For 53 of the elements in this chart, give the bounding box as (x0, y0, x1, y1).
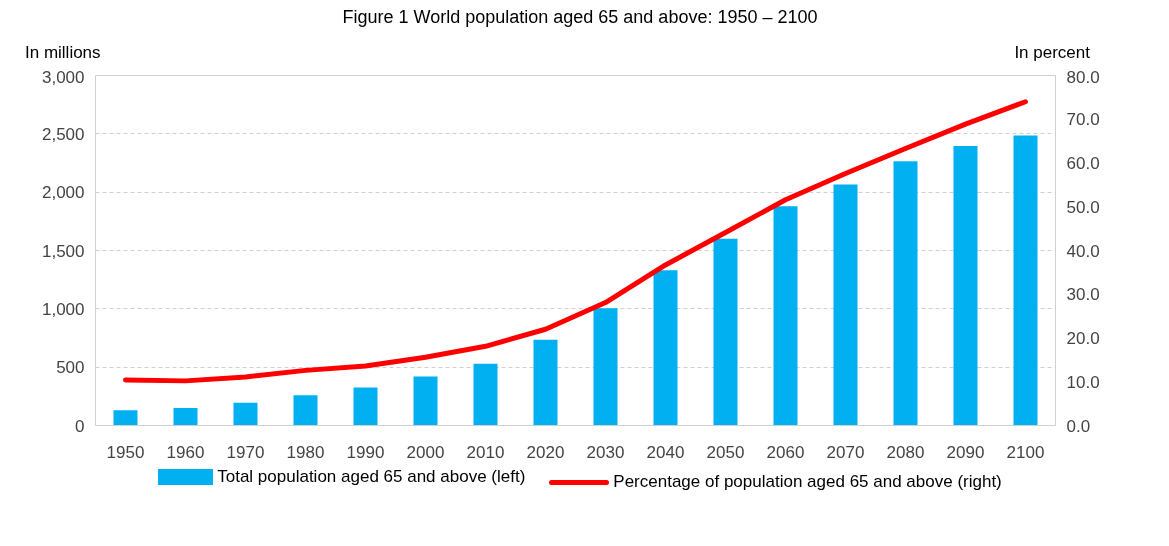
bar (473, 363, 498, 426)
bar (173, 407, 198, 426)
x-tick-label: 1990 (346, 442, 385, 462)
x-tick-label: 2010 (466, 442, 505, 462)
y-tick-label: 0 (75, 416, 85, 436)
y2-tick-label: 30.0 (1066, 285, 1100, 305)
y-axis-title: In millions (25, 41, 101, 64)
y-tick-label: 1,500 (41, 241, 85, 261)
x-tick-label: 2070 (826, 442, 865, 462)
x-tick-label: 2100 (1006, 442, 1045, 462)
x-tick-label: 2090 (946, 442, 985, 462)
y-tick-label: 2,000 (41, 183, 85, 203)
y2-tick-label: 80.0 (1066, 67, 1100, 87)
bar (653, 270, 678, 426)
x-tick-label: 1960 (166, 442, 205, 462)
bar (533, 339, 558, 426)
y2-tick-label: 60.0 (1066, 153, 1100, 173)
bar (233, 402, 258, 426)
y2-tick-label: 20.0 (1066, 328, 1100, 348)
x-tick-label: 1950 (106, 442, 145, 462)
y-tick-label: 3,000 (41, 67, 85, 87)
x-tick-label: 1980 (286, 442, 325, 462)
legend-label: Total population aged 65 and above (left) (217, 466, 526, 488)
x-tick-label: 1970 (226, 442, 265, 462)
x-tick-label: 2020 (526, 442, 565, 462)
y2-tick-label: 0.0 (1066, 416, 1091, 436)
bar (593, 308, 618, 426)
x-tick-label: 2030 (586, 442, 625, 462)
y-tick-label: 500 (56, 358, 85, 378)
x-tick-label: 2040 (646, 442, 685, 462)
bar (353, 387, 378, 426)
y-tick-label: 1,000 (41, 299, 85, 319)
y2-tick-label: 70.0 (1066, 110, 1100, 130)
bar (953, 146, 978, 426)
chart-title: Figure 1 World population aged 65 and above: 1950 – 2100 (342, 6, 818, 29)
x-tick-label: 2080 (886, 442, 925, 462)
bar (893, 161, 918, 426)
y2-tick-label: 50.0 (1066, 197, 1100, 217)
bar (1013, 135, 1038, 426)
bar (413, 376, 438, 426)
y2-tick-label: 10.0 (1066, 372, 1100, 392)
bar (293, 395, 318, 426)
bar (833, 184, 858, 426)
y-tick-label: 2,500 (41, 124, 85, 144)
y2-tick-label: 40.0 (1066, 241, 1100, 261)
bar (713, 238, 738, 426)
legend-label: Percentage of population aged 65 and above (right) (613, 471, 1002, 494)
bar (113, 410, 138, 426)
y2-axis-title: In percent (1014, 41, 1090, 64)
x-tick-label: 2000 (406, 442, 445, 462)
x-tick-label: 2060 (766, 442, 805, 462)
x-tick-label: 2050 (706, 442, 745, 462)
bar (773, 206, 798, 426)
